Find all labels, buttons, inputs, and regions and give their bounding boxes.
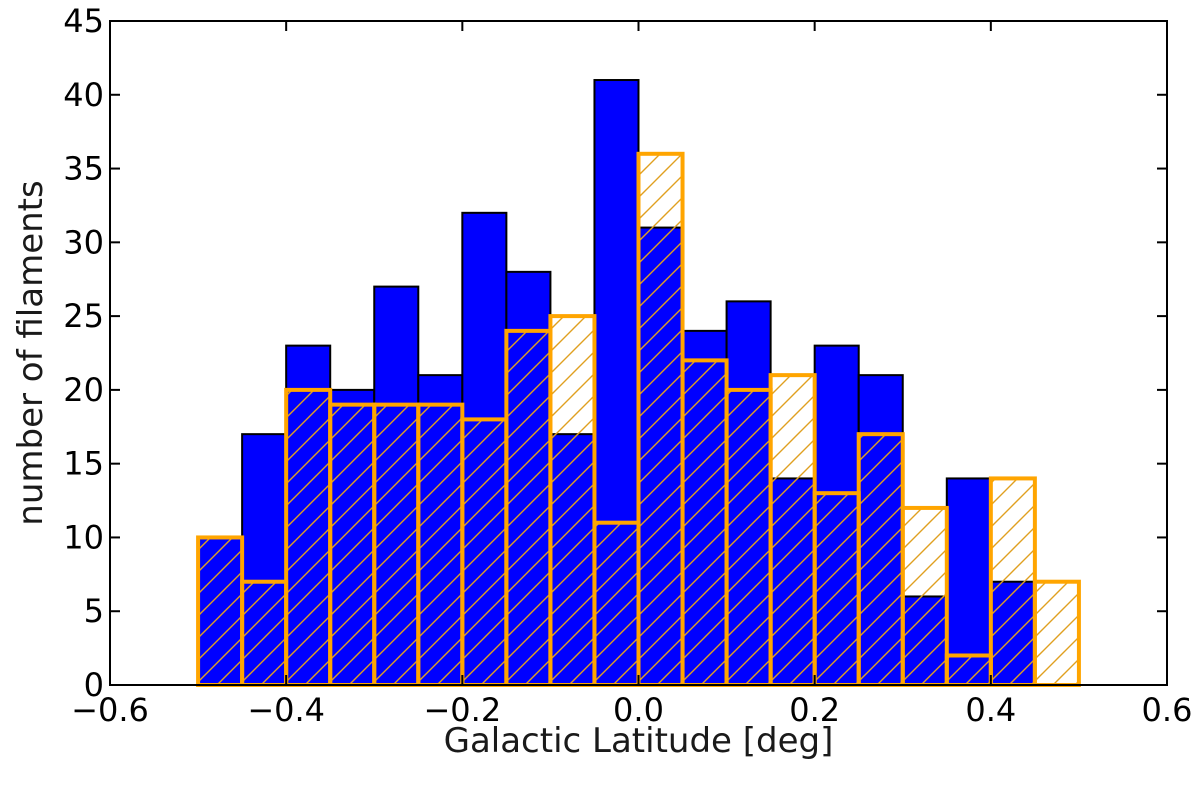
hatch-layer xyxy=(196,151,1081,688)
hatched-bar xyxy=(680,358,729,687)
hatched-bar xyxy=(592,520,641,688)
hatched-bar xyxy=(460,417,509,687)
hatched-bar xyxy=(196,535,245,688)
x-tick-label: 0.0 xyxy=(613,691,664,729)
hatched-bar xyxy=(812,491,861,687)
x-tick-label: −0.4 xyxy=(247,691,325,729)
x-tick-label: −0.6 xyxy=(71,691,149,729)
y-tick-label: 5 xyxy=(84,592,104,630)
hatched-bar xyxy=(372,402,421,687)
x-tick-label: 0.4 xyxy=(965,691,1016,729)
y-tick-label: 40 xyxy=(63,76,104,114)
hatched-bar xyxy=(724,387,773,687)
hatched-bar xyxy=(284,387,333,687)
hatched-bar xyxy=(1032,579,1081,688)
x-tick-label: 0.6 xyxy=(1142,691,1193,729)
y-tick-label: 10 xyxy=(63,518,104,556)
hatched-bar xyxy=(988,476,1037,687)
hatched-bar xyxy=(944,653,993,688)
hatched-bar xyxy=(768,373,817,687)
y-tick-label: 20 xyxy=(63,371,104,409)
hatched-bar xyxy=(240,579,289,688)
y-tick-label: 0 xyxy=(84,666,104,704)
y-tick-label: 45 xyxy=(63,2,104,40)
x-tick-label: 0.2 xyxy=(789,691,840,729)
y-tick-label: 30 xyxy=(63,223,104,261)
y-tick-label: 25 xyxy=(63,297,104,335)
hatched-bar xyxy=(900,505,949,687)
hatched-bar xyxy=(856,432,905,687)
y-tick-label: 15 xyxy=(63,445,104,483)
y-tick-label: 35 xyxy=(63,150,104,188)
x-tick-label: −0.2 xyxy=(423,691,501,729)
hatched-bar xyxy=(636,151,685,688)
y-axis-label: number of filaments xyxy=(11,180,51,525)
hatched-bar xyxy=(504,328,553,687)
ticks-layer: −0.6 −0.4 −0.2 0.0 0.2 0.4 0.6 0 5 10 15 20 25 30 35 40… xyxy=(63,2,1192,729)
hatched-bar xyxy=(328,402,377,687)
hatched-bar xyxy=(416,402,465,687)
x-axis-label: Galactic Latitude [deg] xyxy=(444,721,834,761)
hatched-bar xyxy=(548,314,597,687)
